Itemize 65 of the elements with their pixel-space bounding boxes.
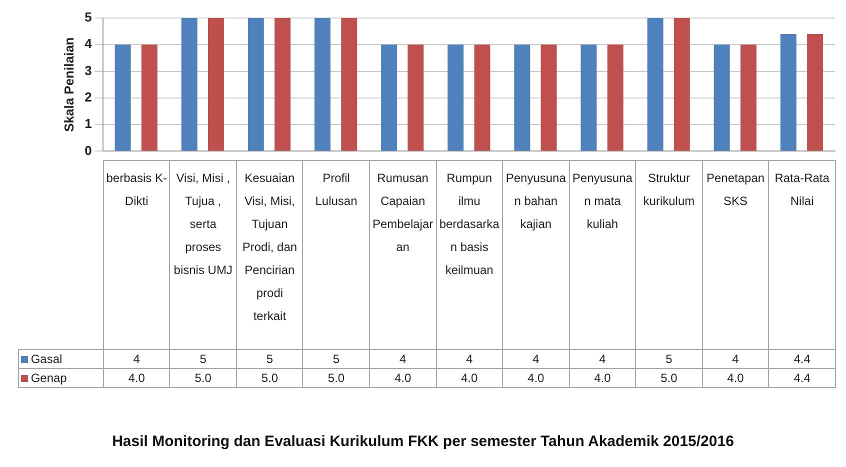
data-label: 5.0 [170,368,236,388]
bar [474,44,490,151]
data-label: 5.0 [236,368,303,388]
bar [314,18,330,151]
data-label: 5 [236,350,303,368]
data-label: 4.4 [768,368,836,388]
y-tick-label: 1 [84,116,92,132]
x-tick-label: Penyusunan bahan kajian [502,160,570,350]
x-tick-label: Penyusunan mata kuliah [569,160,636,350]
y-tick-label: 4 [84,36,93,52]
bar [274,18,291,151]
legend-label: Gasal [18,350,104,368]
data-label: 5 [302,350,370,368]
y-tick-label: 0 [84,142,92,158]
bar [448,44,464,151]
data-label: 4.0 [502,368,570,388]
bar [580,44,597,151]
x-tick-label: Visi, Misi , Tujua , serta proses bisnis UMJ [170,160,236,350]
data-label: 4.4 [768,350,836,368]
data-label: 4.0 [569,368,636,388]
x-tick-label: Struktur kurikulum [636,160,702,350]
data-label: 5.0 [302,368,370,388]
x-tick-label: Rata-Rata Nilai [768,160,836,350]
data-label: 4.0 [370,368,436,388]
bar [208,18,224,151]
text: Hasil Monitoring dan Evaluasi Kurikulum FKK per semester Tahun Akademik 2015/2016 [111,433,735,450]
bar [248,18,264,151]
data-label: 5.0 [636,368,702,388]
data-label: 4 [370,350,436,368]
bar [674,18,690,151]
bar [514,44,530,151]
bar [780,34,796,151]
data-label: 4.0 [702,368,769,388]
x-tick-label: Penetapan SKS [702,160,769,350]
x-tick-label: Rumusan Capaian Pembelajaran [370,160,436,350]
y-tick-label: 2 [84,90,92,104]
y-tick-label: 3 [84,62,92,78]
x-tick-label: Rumpun ilmu berdasarkan basis keilmuan [436,160,503,350]
data-label: 4 [569,350,636,368]
bar [141,44,158,151]
y-tick-label: 5 [84,10,92,25]
bar [540,44,557,151]
bar [740,44,756,151]
data-label: 4.0 [436,368,503,388]
x-tick-label: Kesuaian Visi, Misi, Tujuan Prodi, dan Pencirian prodi terkait [236,160,303,350]
data-label: 4 [103,350,170,368]
bar [607,44,624,151]
data-label: 5 [636,350,702,368]
data-label: 4 [502,350,570,368]
x-tick-label: Profil Lulusan [302,160,370,350]
bar [341,18,358,151]
data-label: 4 [436,350,503,368]
bar [381,44,398,151]
data-label: 4 [702,350,769,368]
bar [714,44,730,151]
bar [408,44,424,151]
bar [181,18,198,151]
data-label: 4.0 [103,368,170,388]
bar [647,18,664,151]
bar [114,44,131,151]
bar [807,34,824,151]
x-tick-label: berbasis K-Dikti [103,160,170,350]
y-axis-title: Skala Penilaian [61,37,76,132]
data-label: 5 [170,350,236,368]
legend-label: Genap [18,368,104,388]
